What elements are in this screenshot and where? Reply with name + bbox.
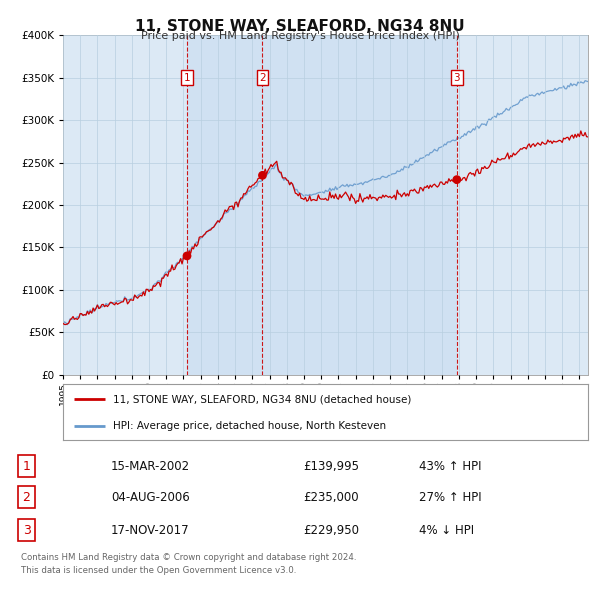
- Bar: [262, 35, 457, 375]
- Text: £229,950: £229,950: [303, 523, 359, 537]
- Text: £235,000: £235,000: [303, 490, 359, 504]
- Text: 15-MAR-2002: 15-MAR-2002: [111, 460, 190, 473]
- Text: 3: 3: [23, 523, 31, 537]
- Text: Price paid vs. HM Land Registry's House Price Index (HPI): Price paid vs. HM Land Registry's House …: [140, 31, 460, 41]
- Text: 1: 1: [23, 460, 31, 473]
- Text: Contains HM Land Registry data © Crown copyright and database right 2024.: Contains HM Land Registry data © Crown c…: [21, 553, 356, 562]
- Text: 4% ↓ HPI: 4% ↓ HPI: [419, 523, 475, 537]
- Point: [452, 175, 461, 184]
- Text: 3: 3: [454, 73, 460, 83]
- Text: £139,995: £139,995: [303, 460, 359, 473]
- Text: 2: 2: [23, 490, 31, 504]
- Text: 11, STONE WAY, SLEAFORD, NG34 8NU (detached house): 11, STONE WAY, SLEAFORD, NG34 8NU (detac…: [113, 394, 411, 404]
- Text: HPI: Average price, detached house, North Kesteven: HPI: Average price, detached house, Nort…: [113, 421, 386, 431]
- Text: This data is licensed under the Open Government Licence v3.0.: This data is licensed under the Open Gov…: [21, 566, 296, 575]
- Text: 11, STONE WAY, SLEAFORD, NG34 8NU: 11, STONE WAY, SLEAFORD, NG34 8NU: [135, 19, 465, 34]
- Text: 43% ↑ HPI: 43% ↑ HPI: [419, 460, 482, 473]
- Text: 17-NOV-2017: 17-NOV-2017: [111, 523, 190, 537]
- Bar: [187, 35, 262, 375]
- Text: 2: 2: [259, 73, 266, 83]
- Point: [257, 171, 267, 180]
- Text: 27% ↑ HPI: 27% ↑ HPI: [419, 490, 482, 504]
- Text: 04-AUG-2006: 04-AUG-2006: [111, 490, 190, 504]
- Text: 1: 1: [184, 73, 190, 83]
- Point: [182, 251, 192, 261]
